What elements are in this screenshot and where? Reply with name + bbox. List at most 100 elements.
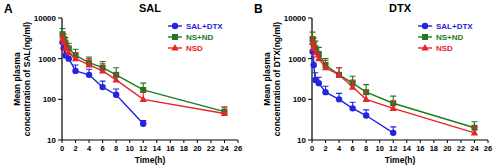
- x-tick: [116, 140, 117, 143]
- series-line: [63, 39, 225, 113]
- y-axis-label-line: Mean plasma: [12, 52, 22, 106]
- y-tick: [308, 99, 312, 100]
- series-line: [63, 34, 225, 111]
- data-point: [99, 67, 106, 74]
- x-tick-label: 2: [73, 144, 77, 153]
- data-point: [322, 64, 329, 71]
- data-point: [349, 105, 355, 111]
- y-tick-label: 10: [47, 136, 56, 145]
- data-point: [471, 129, 478, 136]
- x-tick: [102, 140, 103, 143]
- x-tick-label: 16: [416, 144, 424, 153]
- x-tick-label: 8: [114, 144, 118, 153]
- x-tick-label: 26: [484, 144, 492, 153]
- x-tick-label: 18: [430, 144, 438, 153]
- x-tick-label: 0: [310, 144, 314, 153]
- x-tick: [143, 140, 144, 143]
- x-tick: [62, 140, 63, 143]
- x-tick-label: 10: [376, 144, 384, 153]
- x-tick-label: 20: [193, 144, 201, 153]
- x-tick-label: 20: [443, 144, 451, 153]
- data-point: [113, 91, 119, 97]
- x-tick: [197, 140, 198, 143]
- data-point: [86, 72, 92, 78]
- x-tick-label: 4: [87, 144, 92, 153]
- x-tick: [379, 140, 380, 143]
- legend-label: NSD: [436, 44, 453, 53]
- y-tick: [58, 140, 62, 141]
- panel: BDTX101001000100000246810121416182022242…: [254, 2, 492, 165]
- x-tick-label: 26: [234, 144, 242, 153]
- legend-marker: [422, 34, 428, 40]
- x-tick-label: 8: [364, 144, 368, 153]
- y-tick-label: 10000: [284, 14, 307, 23]
- data-point: [335, 71, 342, 78]
- x-tick: [238, 140, 239, 143]
- y-axis-label: Mean plasmaconcentration of SAL(ng/ml): [12, 22, 32, 136]
- data-point: [66, 55, 72, 61]
- data-point: [363, 95, 370, 102]
- series-line: [313, 42, 475, 132]
- data-point: [140, 95, 147, 102]
- data-point: [315, 55, 322, 62]
- x-tick: [406, 140, 407, 143]
- x-tick: [460, 140, 461, 143]
- x-axis-label: Time(h): [135, 155, 166, 165]
- x-tick: [474, 140, 475, 143]
- y-tick-label: 1000: [38, 55, 56, 64]
- data-point: [363, 112, 369, 118]
- panel: ASAL101001000100000246810121416182022242…: [4, 2, 242, 165]
- x-tick: [488, 140, 489, 143]
- y-tick: [58, 99, 62, 100]
- y-tick: [308, 18, 312, 19]
- x-axis: [312, 139, 488, 140]
- y-axis-label-line: concentration of SAL(ng/ml): [22, 22, 32, 136]
- legend-label: NS+ND: [436, 33, 464, 42]
- data-point: [349, 83, 356, 90]
- data-point: [336, 72, 342, 78]
- x-axis: [62, 139, 238, 140]
- legend-label: NSD: [186, 44, 203, 53]
- data-point: [390, 104, 397, 111]
- plot-area: [309, 32, 478, 136]
- y-tick: [58, 58, 62, 59]
- panel-label: B: [254, 2, 263, 16]
- x-tick-label: 2: [323, 144, 327, 153]
- title: SAL: [139, 2, 161, 14]
- x-tick: [156, 140, 157, 143]
- figure: ASAL101001000100000246810121416182022242…: [0, 0, 500, 167]
- y-tick-label: 10: [297, 136, 306, 145]
- legend-marker: [172, 34, 178, 40]
- legend-marker: [421, 44, 428, 51]
- data-point: [390, 130, 396, 136]
- data-point: [221, 109, 228, 116]
- data-point: [312, 49, 319, 56]
- x-tick-label: 4: [337, 144, 342, 153]
- x-tick-label: 24: [470, 144, 479, 153]
- x-tick: [170, 140, 171, 143]
- y-tick: [58, 18, 62, 19]
- x-tick: [183, 140, 184, 143]
- x-axis-label: Time(h): [385, 155, 416, 165]
- data-point: [65, 49, 72, 56]
- y-tick-label: 10000: [34, 14, 57, 23]
- x-tick: [210, 140, 211, 143]
- legend-marker: [171, 44, 178, 51]
- panel-label: A: [4, 2, 13, 16]
- x-tick: [224, 140, 225, 143]
- x-tick: [352, 140, 353, 143]
- x-tick: [393, 140, 394, 143]
- legend-label: NS+ND: [186, 33, 214, 42]
- data-point: [60, 38, 67, 45]
- data-point: [310, 62, 316, 68]
- legend-marker: [172, 23, 178, 29]
- y-axis-label-line: Mean plasma: [262, 52, 272, 106]
- data-point: [322, 89, 328, 95]
- x-tick-label: 24: [220, 144, 229, 153]
- data-point: [72, 68, 78, 74]
- data-point: [85, 61, 92, 68]
- x-tick-label: 6: [101, 144, 105, 153]
- x-tick: [447, 140, 448, 143]
- x-tick-label: 12: [139, 144, 147, 153]
- x-tick: [433, 140, 434, 143]
